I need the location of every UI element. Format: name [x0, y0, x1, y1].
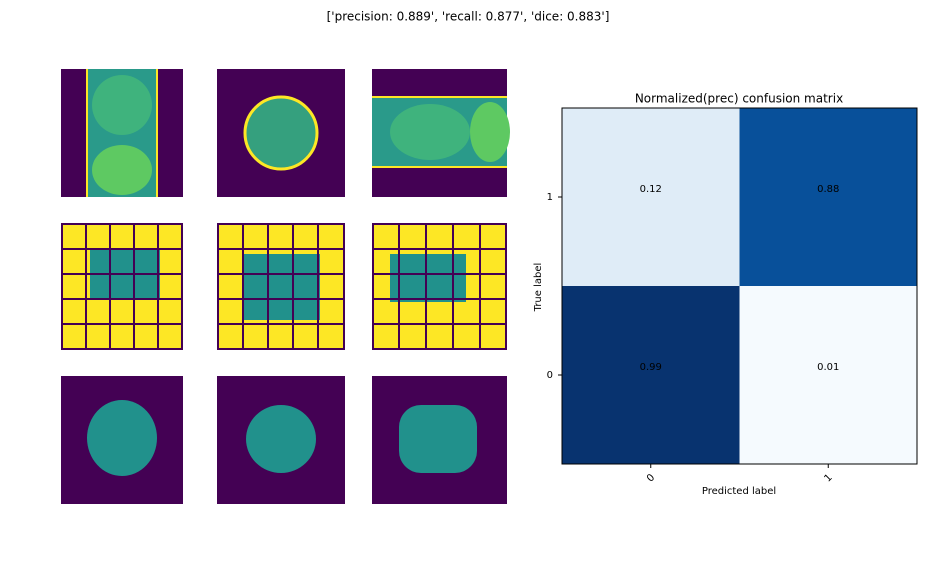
y-tick-label: 1 [547, 192, 553, 203]
plot-frame [561, 107, 918, 465]
heatmap-cell [739, 108, 917, 286]
image-panel [372, 223, 507, 350]
image-panel [217, 223, 345, 350]
y-tick-label: 0 [547, 370, 553, 381]
heatmap-cell [562, 108, 740, 286]
image-panel [372, 376, 507, 504]
y-axis-label: True label [533, 263, 544, 313]
cell-label: 0.12 [640, 184, 662, 195]
heatmap-cell [739, 286, 917, 464]
x-axis-label: Predicted label [702, 486, 776, 497]
image-panel [217, 376, 345, 504]
image-panel [61, 69, 183, 197]
image-panel [61, 223, 183, 350]
image-panel [372, 69, 510, 197]
cell-label: 0.01 [817, 362, 839, 373]
cell-label: 0.99 [640, 362, 662, 373]
image-panel [217, 69, 345, 197]
suptitle: ['precision: 0.889', 'recall: 0.877', 'd… [327, 10, 610, 24]
chart-title: Normalized(prec) confusion matrix [635, 92, 843, 106]
image-panel [61, 376, 183, 504]
cell-label: 0.88 [817, 184, 839, 195]
heatmap-cell [562, 286, 740, 464]
